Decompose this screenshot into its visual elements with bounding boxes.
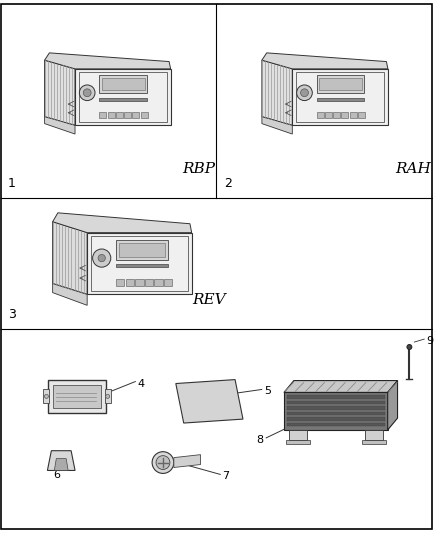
Bar bbox=[155, 279, 162, 286]
Bar bbox=[124, 112, 131, 118]
Bar bbox=[358, 112, 365, 118]
Polygon shape bbox=[262, 53, 388, 69]
Bar bbox=[362, 440, 386, 444]
Bar bbox=[284, 392, 388, 430]
Bar bbox=[53, 384, 101, 408]
Bar bbox=[333, 112, 340, 118]
Bar bbox=[325, 112, 332, 118]
Bar bbox=[102, 78, 145, 90]
Bar bbox=[145, 279, 153, 286]
Polygon shape bbox=[47, 451, 75, 471]
Polygon shape bbox=[262, 60, 292, 125]
Ellipse shape bbox=[92, 249, 111, 267]
Text: RBP: RBP bbox=[183, 162, 216, 176]
Text: 8: 8 bbox=[256, 435, 263, 445]
Bar bbox=[108, 112, 115, 118]
Bar bbox=[87, 232, 192, 294]
Ellipse shape bbox=[407, 344, 412, 350]
Bar bbox=[296, 72, 385, 122]
Bar bbox=[116, 279, 124, 286]
Polygon shape bbox=[45, 117, 75, 134]
Ellipse shape bbox=[106, 394, 110, 398]
Bar bbox=[365, 430, 383, 440]
Bar bbox=[287, 406, 385, 410]
Bar bbox=[289, 430, 307, 440]
Ellipse shape bbox=[98, 254, 106, 262]
Polygon shape bbox=[54, 458, 68, 471]
Bar bbox=[99, 75, 147, 93]
Bar bbox=[287, 411, 385, 415]
Polygon shape bbox=[45, 53, 171, 69]
Polygon shape bbox=[262, 117, 292, 134]
Ellipse shape bbox=[79, 85, 95, 101]
Text: 9: 9 bbox=[426, 336, 433, 346]
Polygon shape bbox=[53, 284, 87, 305]
Text: 1: 1 bbox=[8, 177, 16, 190]
Bar bbox=[116, 240, 168, 260]
Text: RAH: RAH bbox=[395, 162, 431, 176]
Ellipse shape bbox=[83, 89, 91, 96]
Bar bbox=[287, 423, 385, 426]
Bar bbox=[105, 390, 111, 403]
Bar bbox=[75, 69, 171, 125]
Bar bbox=[99, 112, 106, 118]
Bar bbox=[91, 236, 188, 291]
Bar bbox=[48, 379, 106, 413]
Bar bbox=[319, 78, 362, 90]
Bar bbox=[43, 390, 49, 403]
Bar bbox=[135, 279, 144, 286]
Bar bbox=[287, 395, 385, 399]
Bar bbox=[99, 99, 147, 101]
Polygon shape bbox=[174, 455, 201, 467]
Polygon shape bbox=[388, 381, 398, 430]
Text: 7: 7 bbox=[222, 471, 230, 481]
Polygon shape bbox=[45, 60, 75, 125]
Bar bbox=[132, 112, 139, 118]
Text: 6: 6 bbox=[53, 470, 60, 480]
Polygon shape bbox=[284, 381, 398, 392]
Bar bbox=[317, 112, 324, 118]
Text: REV: REV bbox=[193, 294, 226, 308]
Bar bbox=[164, 279, 172, 286]
Bar bbox=[78, 72, 167, 122]
Bar bbox=[317, 75, 364, 93]
Bar bbox=[317, 99, 364, 101]
Bar bbox=[116, 264, 168, 267]
Bar bbox=[342, 112, 348, 118]
Bar bbox=[116, 112, 123, 118]
Ellipse shape bbox=[300, 89, 308, 96]
Ellipse shape bbox=[152, 451, 174, 473]
Bar bbox=[292, 69, 388, 125]
Bar bbox=[141, 112, 148, 118]
Bar bbox=[287, 401, 385, 405]
Text: 3: 3 bbox=[8, 308, 16, 321]
Text: 4: 4 bbox=[137, 378, 145, 389]
Text: 2: 2 bbox=[224, 177, 232, 190]
Bar bbox=[286, 440, 310, 444]
Ellipse shape bbox=[44, 394, 48, 398]
Bar bbox=[119, 243, 165, 257]
Polygon shape bbox=[53, 222, 87, 294]
Ellipse shape bbox=[156, 456, 170, 470]
Text: 5: 5 bbox=[264, 386, 271, 397]
Polygon shape bbox=[53, 213, 192, 232]
Bar bbox=[126, 279, 134, 286]
Bar bbox=[287, 417, 385, 421]
Polygon shape bbox=[176, 379, 243, 423]
Ellipse shape bbox=[297, 85, 312, 101]
Bar bbox=[350, 112, 357, 118]
